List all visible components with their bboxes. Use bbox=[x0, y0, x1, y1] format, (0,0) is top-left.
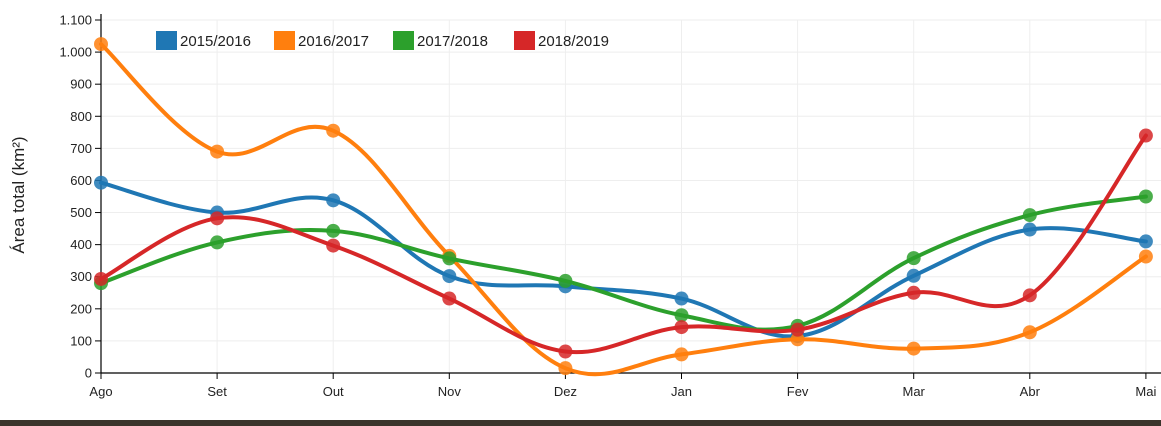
x-tick-label: Dez bbox=[554, 384, 577, 399]
y-tick-label: 700 bbox=[70, 141, 92, 156]
data-point[interactable] bbox=[558, 273, 573, 288]
legend-label: 2016/2017 bbox=[298, 33, 369, 50]
x-tick-label: Ago bbox=[89, 384, 112, 399]
data-point[interactable] bbox=[326, 223, 341, 238]
data-point[interactable] bbox=[210, 144, 225, 159]
x-tick-label: Abr bbox=[1020, 384, 1041, 399]
axes: 0 100 200 300 400 500 600 700 800 900 1.000 1.100 Ag… bbox=[59, 13, 1161, 399]
y-tick-label: 600 bbox=[70, 173, 92, 188]
data-point[interactable] bbox=[558, 344, 573, 359]
data-point[interactable] bbox=[326, 238, 341, 253]
data-point[interactable] bbox=[1138, 234, 1153, 249]
data-point[interactable] bbox=[442, 269, 457, 284]
y-axis-title: Área total (km²) bbox=[9, 136, 28, 253]
legend-item[interactable]: 2015/2016 bbox=[156, 31, 251, 50]
y-tick-label: 100 bbox=[70, 333, 92, 348]
data-point[interactable] bbox=[210, 235, 225, 250]
legend-swatch bbox=[514, 31, 535, 50]
data-point[interactable] bbox=[790, 332, 805, 347]
data-point[interactable] bbox=[790, 322, 805, 337]
data-point[interactable] bbox=[1022, 288, 1037, 303]
legend-item[interactable]: 2016/2017 bbox=[274, 31, 369, 50]
data-point[interactable] bbox=[442, 251, 457, 266]
x-tick-label: Set bbox=[207, 384, 227, 399]
y-tick-label: 1.000 bbox=[59, 45, 92, 60]
data-point[interactable] bbox=[326, 123, 341, 138]
series-2016-2017 bbox=[94, 37, 1153, 377]
y-tick-label: 0 bbox=[85, 366, 92, 381]
data-point[interactable] bbox=[1022, 325, 1037, 340]
data-point[interactable] bbox=[210, 211, 225, 226]
data-point[interactable] bbox=[674, 308, 689, 323]
y-tick-label: 500 bbox=[70, 205, 92, 220]
y-tick-label: 200 bbox=[70, 301, 92, 316]
series-2015-2016 bbox=[94, 175, 1153, 344]
x-tick-label: Fev bbox=[787, 384, 809, 399]
x-tick-label: Jan bbox=[671, 384, 692, 399]
grid bbox=[100, 19, 1161, 374]
legend-label: 2017/2018 bbox=[417, 33, 488, 50]
y-tick-label: 400 bbox=[70, 237, 92, 252]
legend-item[interactable]: 2017/2018 bbox=[393, 31, 488, 50]
data-point[interactable] bbox=[674, 291, 689, 306]
data-point[interactable] bbox=[1138, 128, 1153, 143]
data-point[interactable] bbox=[906, 251, 921, 266]
y-tick-label: 800 bbox=[70, 109, 92, 124]
legend-swatch bbox=[274, 31, 295, 50]
series-2018-2019 bbox=[94, 128, 1153, 359]
data-point[interactable] bbox=[674, 347, 689, 362]
data-point[interactable] bbox=[326, 193, 341, 208]
x-tick-label: Mar bbox=[903, 384, 926, 399]
y-tick-label: 900 bbox=[70, 77, 92, 92]
data-point[interactable] bbox=[1022, 222, 1037, 237]
series-line bbox=[99, 180, 1148, 339]
series-line bbox=[99, 194, 1148, 332]
bottom-bar bbox=[0, 420, 1161, 426]
series-line bbox=[99, 133, 1148, 355]
x-tick-label: Mai bbox=[1135, 384, 1156, 399]
data-point[interactable] bbox=[906, 341, 921, 356]
legend-item[interactable]: 2018/2019 bbox=[514, 31, 609, 50]
data-point[interactable] bbox=[1138, 189, 1153, 204]
legend-label: 2015/2016 bbox=[180, 33, 251, 50]
legend-label: 2018/2019 bbox=[538, 33, 609, 50]
x-tick-label: Nov bbox=[438, 384, 462, 399]
data-point[interactable] bbox=[94, 271, 108, 286]
legend-swatch bbox=[156, 31, 177, 50]
legend-swatch bbox=[393, 31, 414, 50]
data-point[interactable] bbox=[94, 175, 108, 190]
series bbox=[94, 37, 1153, 377]
series-line bbox=[99, 42, 1148, 377]
data-point[interactable] bbox=[442, 291, 457, 306]
legend[interactable]: 2015/2016 2016/2017 2017/2018 2018/2019 bbox=[156, 31, 609, 50]
data-point[interactable] bbox=[1138, 249, 1153, 264]
data-point[interactable] bbox=[1022, 208, 1037, 223]
data-point[interactable] bbox=[906, 268, 921, 283]
x-tick-label: Out bbox=[323, 384, 344, 399]
data-point[interactable] bbox=[94, 37, 108, 52]
y-tick-label: 300 bbox=[70, 269, 92, 284]
data-point[interactable] bbox=[906, 285, 921, 300]
data-point[interactable] bbox=[558, 361, 573, 376]
data-point[interactable] bbox=[674, 320, 689, 335]
y-tick-label: 1.100 bbox=[59, 13, 92, 28]
